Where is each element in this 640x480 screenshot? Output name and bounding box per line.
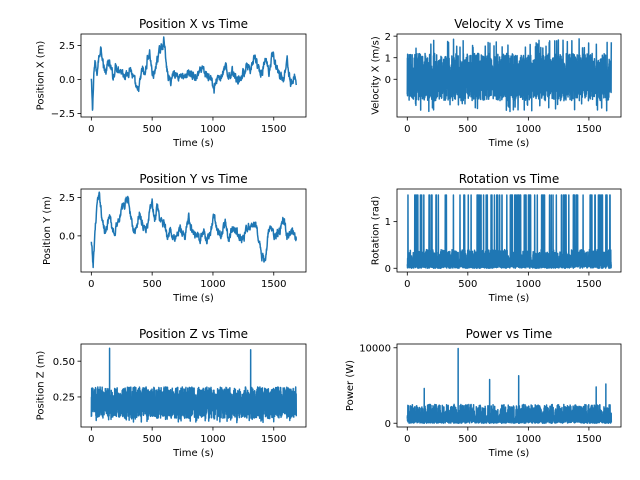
chart-title: Rotation vs Time [459, 172, 560, 186]
subplot-power: 0 500 1000 1500 0 10000 Power vs Time Time (s) P… [345, 327, 622, 459]
axes-frame [80, 188, 307, 273]
y-tick-label: 0.0 [59, 75, 75, 86]
x-tick-label: 0 [88, 434, 94, 445]
x-tick-label: 0 [404, 124, 410, 135]
x-axis-label: Time (s) [172, 138, 214, 149]
x-tick-label: 1500 [261, 279, 286, 290]
x-axis-label: Time (s) [172, 293, 214, 304]
series-line [90, 347, 298, 424]
chart-title: Position Z vs Time [139, 327, 248, 341]
y-tick-label: 1 [385, 217, 391, 228]
y-tick-label: 0.50 [53, 357, 75, 368]
y-axis-label: Position Y (m) [42, 196, 53, 265]
y-tick-label: −2.5 [51, 109, 75, 120]
y-axis-label: Velocity X (m/s) [371, 36, 382, 115]
y-axis-label: Position Z (m) [35, 351, 46, 421]
series-line [406, 194, 612, 270]
series-line [90, 36, 298, 111]
y-axis-label: Position X (m) [35, 41, 46, 111]
y-axis-label: Power (W) [345, 360, 356, 411]
x-tick-label: 1000 [516, 124, 541, 135]
x-tick-label: 1500 [576, 124, 601, 135]
chart-title: Velocity X vs Time [454, 17, 563, 31]
y-axis-label: Rotation (rad) [371, 196, 382, 265]
x-axis-label: Time (s) [488, 293, 530, 304]
axes-frame [396, 33, 622, 118]
x-tick-label: 0 [404, 279, 410, 290]
x-tick-label: 1000 [516, 434, 541, 445]
axes-frame [396, 188, 622, 273]
subplot-rotation: 0 500 1000 1500 0 1 Rotation vs Time Time (s) Ro… [371, 172, 622, 304]
x-tick-label: 1000 [516, 279, 541, 290]
x-tick-label: 1500 [576, 434, 601, 445]
x-tick-label: 500 [458, 279, 477, 290]
subplot-velocity-x: 0 500 1000 1500 0 1 2 Velocity X vs Time Time (s… [371, 17, 622, 149]
subplot-position-z: 0 500 1000 1500 0.25 0.50 Position Z vs Time Ti… [35, 327, 307, 459]
x-tick-label: 0 [404, 434, 410, 445]
axes-frame [396, 343, 622, 428]
axes-frame [80, 33, 307, 118]
x-tick-label: 500 [458, 124, 477, 135]
y-tick-label: 10000 [359, 343, 391, 354]
x-tick-label: 1500 [261, 434, 286, 445]
x-tick-label: 1000 [200, 124, 225, 135]
chart-title: Position Y vs Time [139, 172, 247, 186]
x-tick-label: 500 [143, 434, 162, 445]
x-tick-label: 1000 [200, 434, 225, 445]
y-tick-label: 0 [385, 264, 391, 275]
series-line [406, 347, 613, 424]
y-tick-label: 1 [385, 53, 391, 64]
x-tick-label: 500 [143, 279, 162, 290]
y-tick-label: 0 [385, 75, 391, 86]
y-tick-label: 2.5 [59, 41, 75, 52]
y-tick-label: 2 [385, 32, 391, 43]
chart-title: Position X vs Time [139, 17, 248, 31]
x-tick-label: 1000 [200, 279, 225, 290]
series-line [90, 191, 298, 269]
y-tick-label: 2.5 [59, 193, 75, 204]
axes-frame [80, 343, 307, 428]
x-axis-label: Time (s) [488, 138, 530, 149]
x-axis-label: Time (s) [172, 448, 214, 459]
y-tick-label: 0 [385, 419, 391, 430]
series-line [406, 38, 613, 113]
x-tick-label: 500 [458, 434, 477, 445]
x-axis-label: Time (s) [488, 448, 530, 459]
x-tick-label: 0 [88, 279, 94, 290]
y-tick-label: 0.0 [59, 231, 75, 242]
chart-title: Power vs Time [466, 327, 553, 341]
y-tick-label: 0.25 [53, 393, 75, 404]
x-tick-label: 500 [143, 124, 162, 135]
subplot-position-y: 0 500 1000 1500 0.0 2.5 Position Y vs Time Time… [42, 172, 307, 304]
x-tick-label: 1500 [261, 124, 286, 135]
x-tick-label: 1500 [576, 279, 601, 290]
subplot-position-x: 0 500 1000 1500 −2.5 0.0 2.5 Position X vs Time… [35, 17, 307, 149]
x-tick-label: 0 [88, 124, 94, 135]
